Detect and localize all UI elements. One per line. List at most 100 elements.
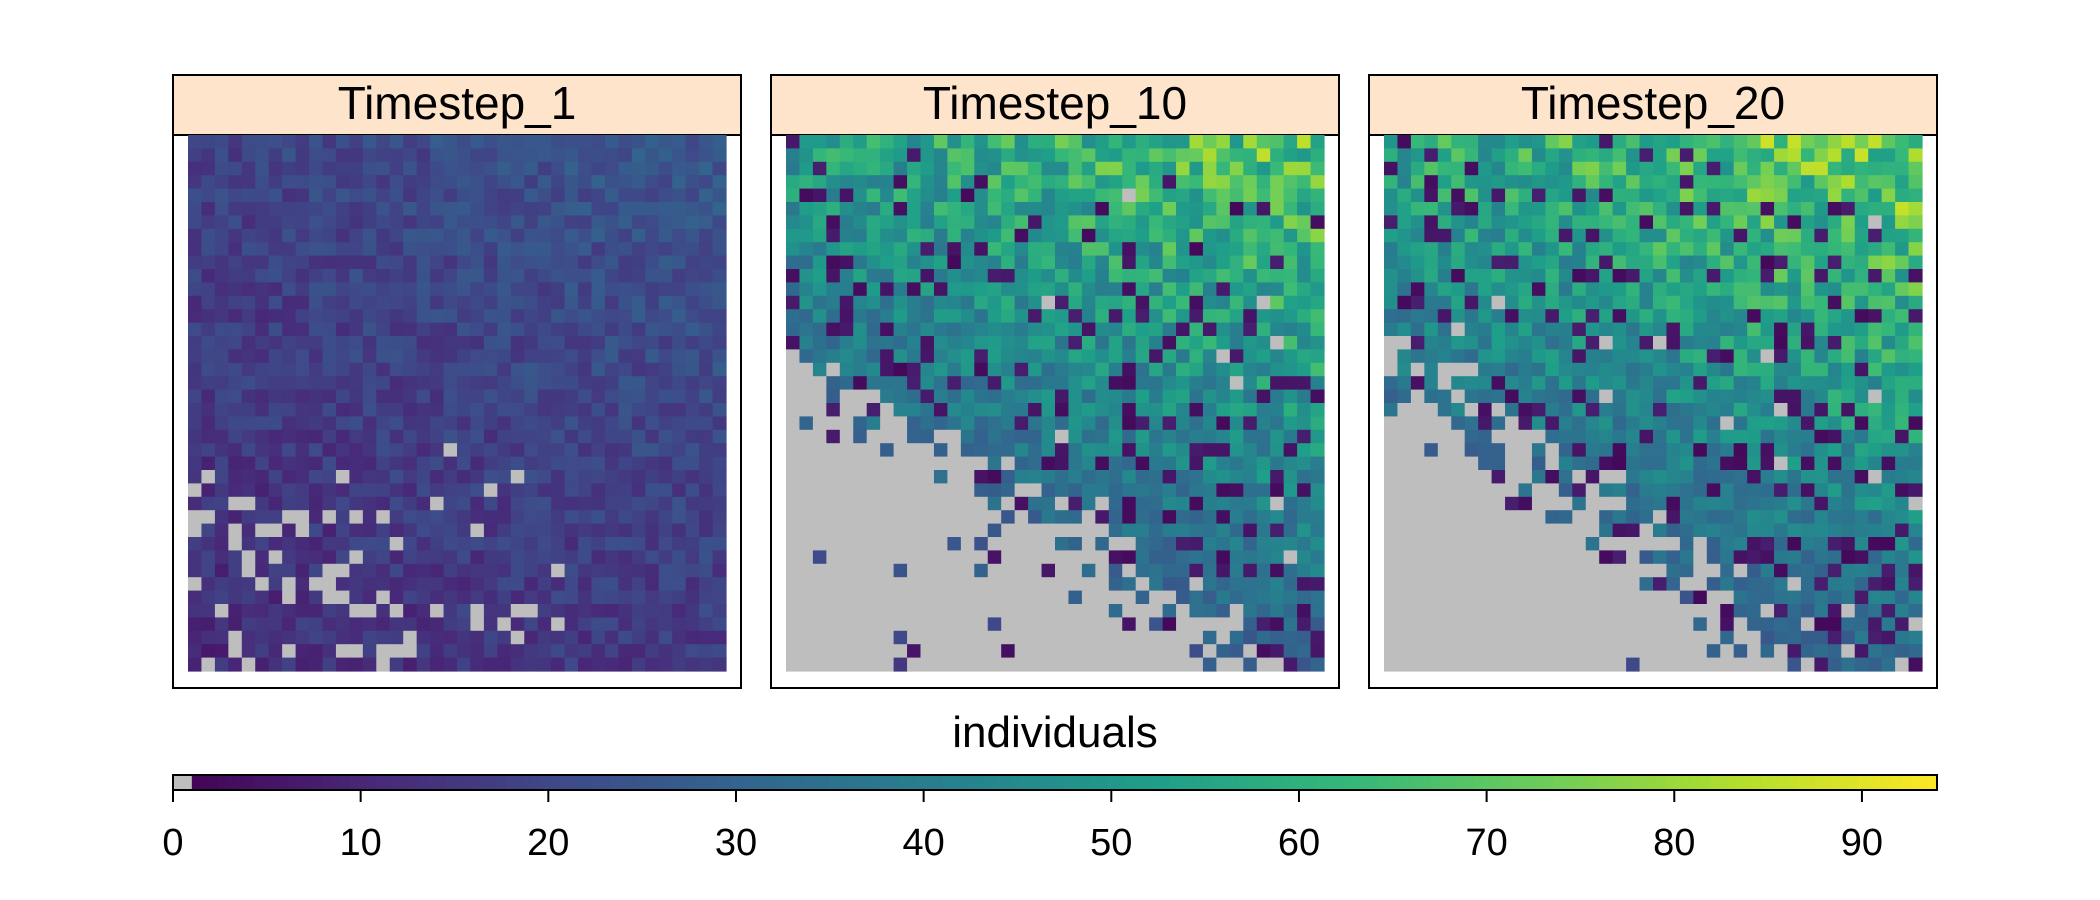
raster-cell [1693,228,1708,243]
raster-cell [853,215,868,230]
raster-cell [1028,550,1043,565]
raster-cell [1518,362,1533,377]
raster-cell [604,630,619,645]
raster-cell [1908,148,1923,163]
raster-cell [786,135,801,149]
raster-cell [1747,215,1762,230]
raster-cell [1895,456,1910,471]
raster-cell [309,456,324,471]
raster-cell [1827,604,1842,618]
raster-cell [1518,403,1533,417]
raster-cell [1014,175,1029,190]
raster-cell [1256,496,1271,511]
raster-cell [309,336,324,350]
raster-cell [1384,443,1399,458]
raster-cell [907,215,922,230]
raster-cell [1189,510,1204,525]
raster-cell [497,161,512,176]
raster-cell [416,202,431,216]
raster-cell [1626,644,1641,659]
raster-cell [1283,376,1298,391]
raster-cell [604,644,619,659]
raster-cell [483,188,498,203]
raster-cell [443,456,458,471]
raster-cell [416,617,431,632]
raster-cell [1666,322,1681,337]
raster-cell [960,295,975,310]
raster-cell [812,242,827,257]
panel-title: Timestep_20 [1521,77,1785,129]
raster-cell [349,403,364,417]
raster-cell [1095,456,1110,471]
raster-cell [1055,349,1070,364]
raster-cell [1868,255,1883,270]
raster-cell [1854,161,1869,176]
raster-cell [1518,416,1533,431]
raster-cell [712,135,727,149]
raster-cell [295,657,310,672]
colorbar-segment [1238,775,1249,790]
raster-cell [335,604,350,618]
raster-cell [403,161,418,176]
raster-cell [1518,349,1533,364]
raster-cell [255,322,270,337]
raster-cell [1626,416,1641,431]
raster-cell [1572,657,1587,672]
raster-cell [1800,496,1815,511]
colorbar-segment [837,775,848,790]
raster-cell [551,202,566,216]
raster-cell [443,630,458,645]
raster-cell [1908,161,1923,176]
raster-cell [1424,362,1439,377]
raster-cell [1908,470,1923,484]
raster-cell [1720,617,1735,632]
raster-cell [1760,523,1775,538]
colorbar-segment [1544,775,1554,790]
raster-cell [1585,228,1600,243]
raster-cell [457,148,472,163]
raster-cell [1149,403,1164,417]
raster-cell [430,336,445,350]
raster-cell [974,550,989,565]
raster-cell [712,376,727,391]
raster-cell [1095,336,1110,350]
raster-cell [214,188,229,203]
raster-cell [880,577,895,592]
raster-cell [1464,269,1479,283]
raster-cell [1001,336,1016,350]
raster-cell [416,322,431,337]
colorbar-segment [1736,775,1746,790]
raster-cell [1908,322,1923,337]
colorbar-segment [889,775,900,790]
raster-cell [1216,590,1231,605]
raster-cell [933,537,948,551]
raster-cell [282,443,297,458]
raster-cell [362,577,377,592]
raster-cell [1706,148,1721,163]
raster-cell [1189,148,1204,163]
raster-cell [1733,657,1748,672]
raster-cell [497,563,512,578]
raster-cell [1720,349,1735,364]
raster-cell [1639,563,1654,578]
raster-cell [1747,135,1762,149]
raster-cell [1478,617,1493,632]
raster-cell [268,148,283,163]
raster-cell [1518,202,1533,216]
raster-cell [1410,456,1425,471]
raster-cell [551,550,566,565]
raster-cell [1787,242,1802,257]
raster-cell [1827,523,1842,538]
raster-cell [1424,389,1439,404]
raster-cell [920,336,935,350]
raster-cell [1868,188,1883,203]
raster-cell [1585,269,1600,283]
raster-cell [1108,403,1123,417]
raster-cell [591,202,606,216]
raster-cell [1814,362,1829,377]
raster-cell [282,470,297,484]
raster-cell [1437,456,1452,471]
raster-cell [1800,537,1815,551]
raster-cell [255,657,270,672]
raster-cell [947,537,962,551]
